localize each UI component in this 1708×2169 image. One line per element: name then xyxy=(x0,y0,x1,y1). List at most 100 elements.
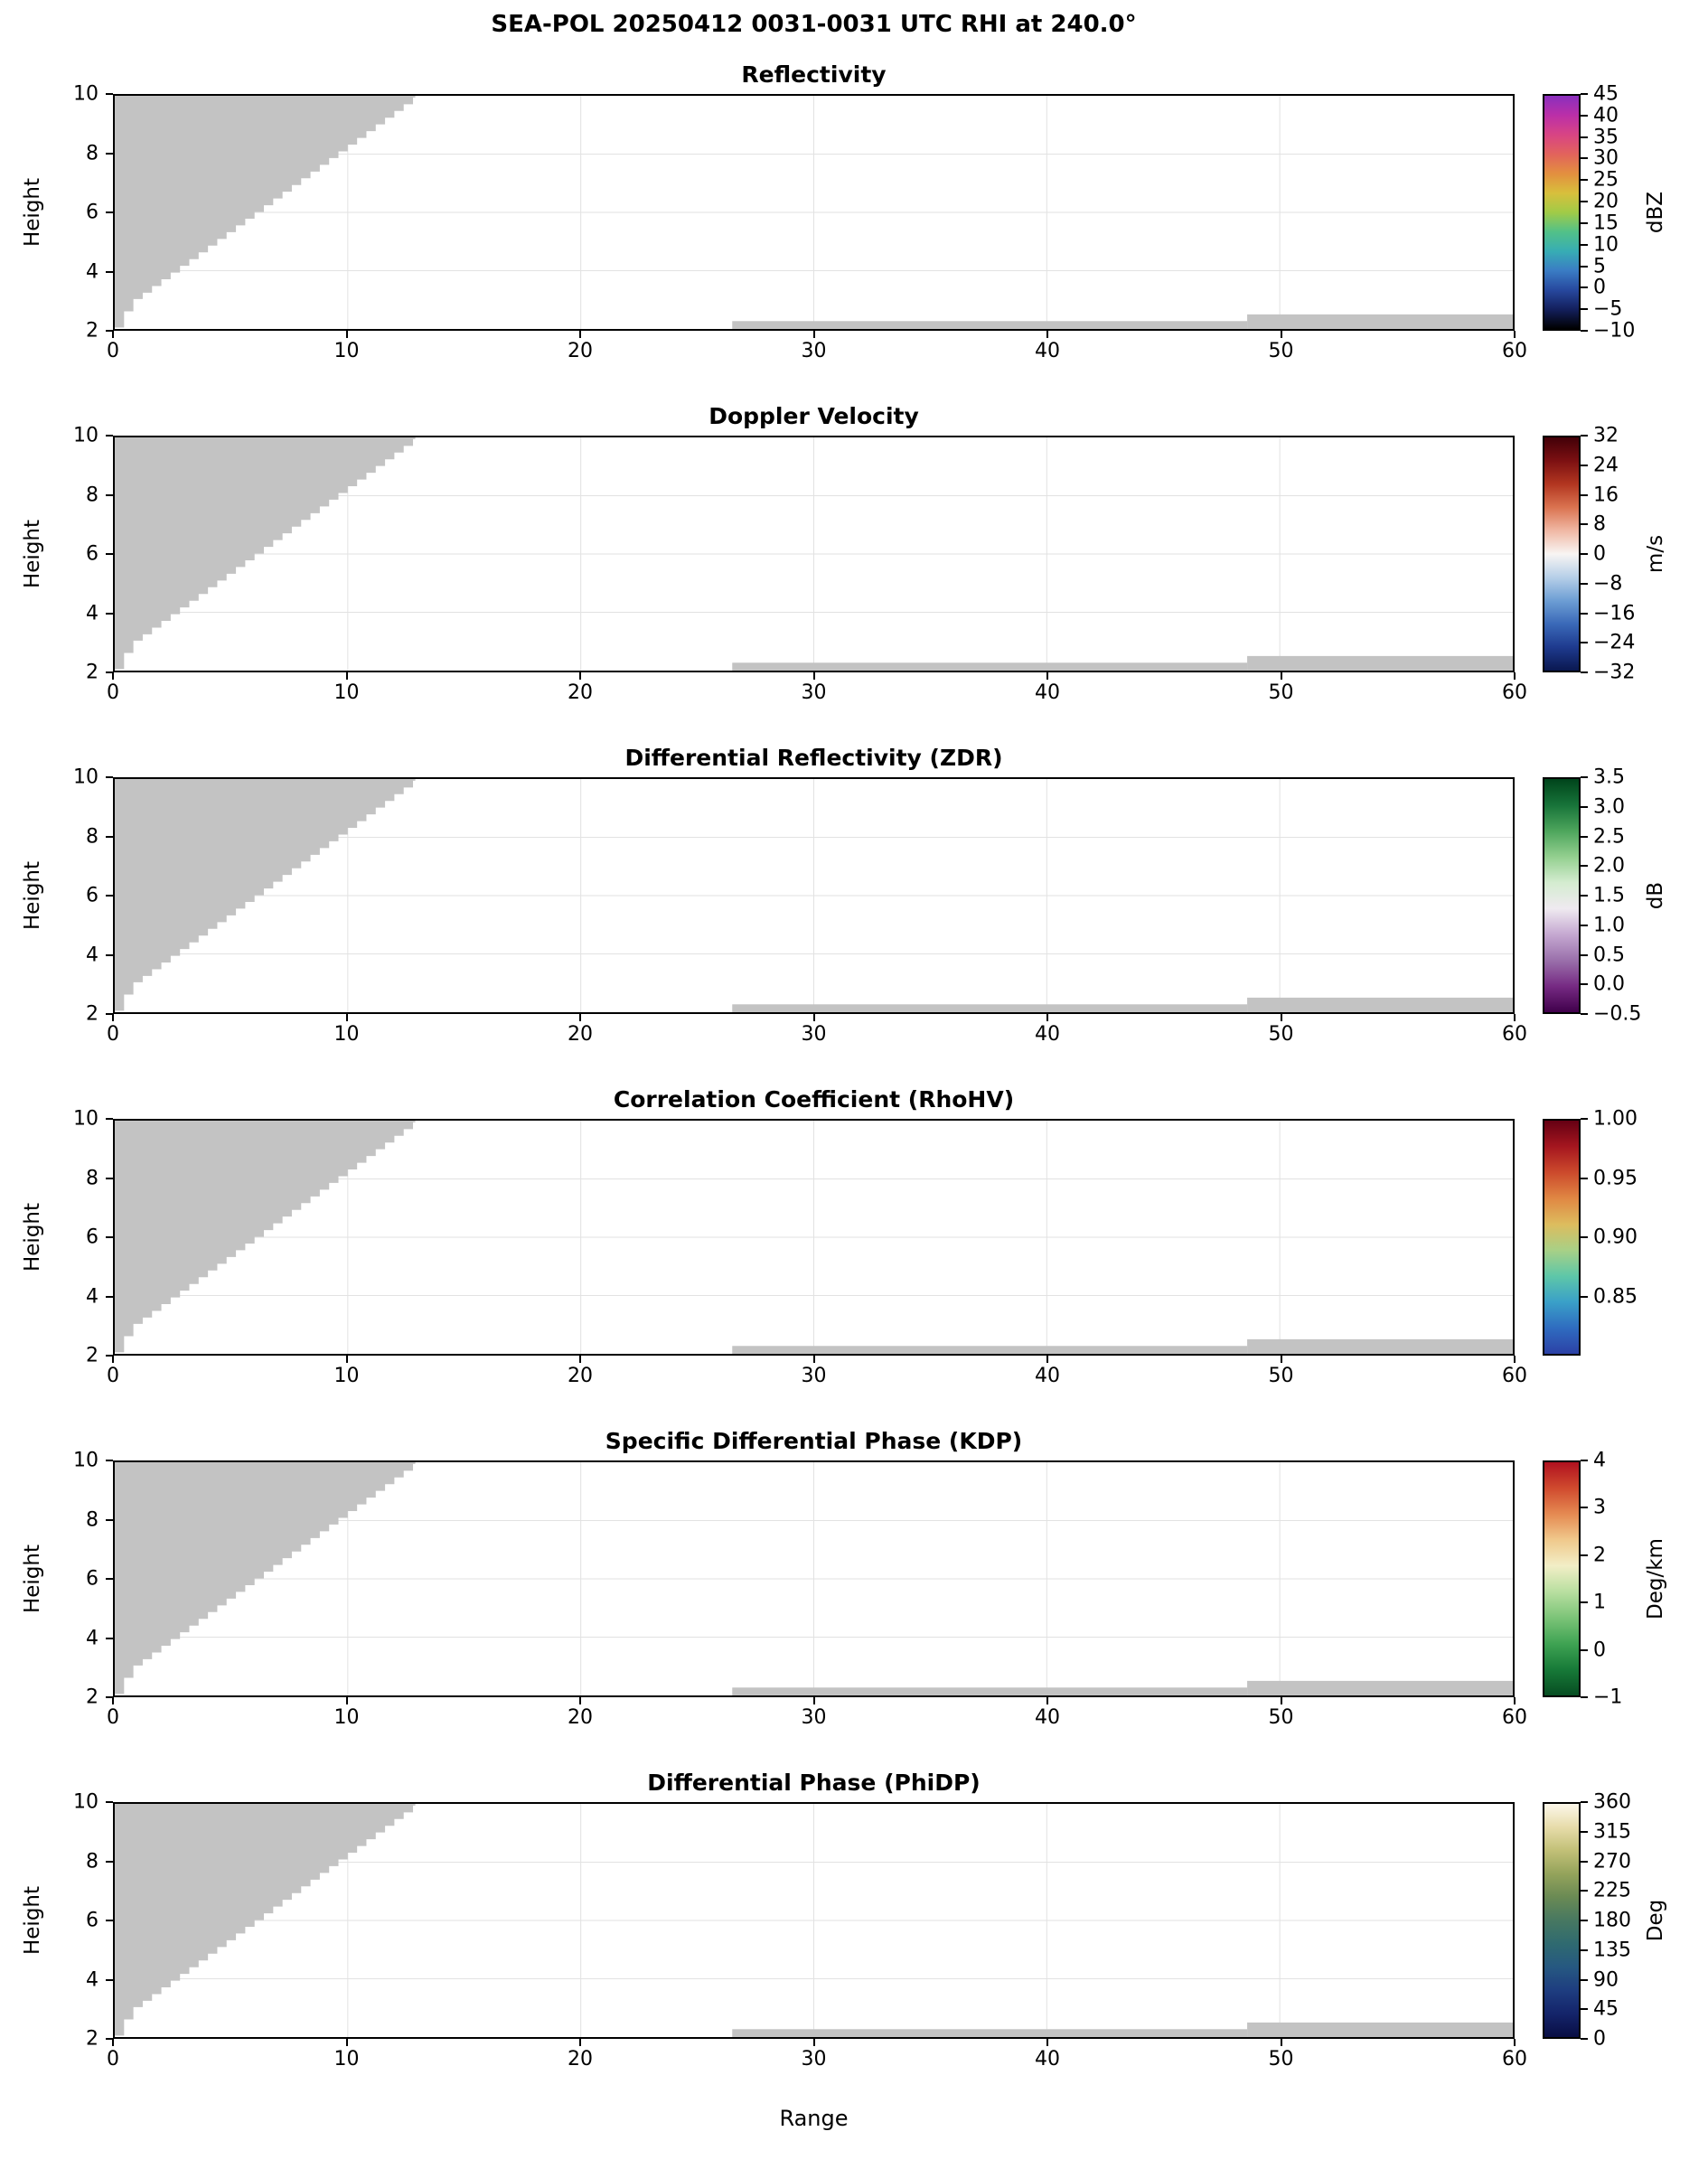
y-axis-label: Height xyxy=(21,860,44,931)
colorbar-tick-label: 45 xyxy=(1593,1997,1619,2021)
y-tick-mark xyxy=(106,671,113,673)
colorbar-tick-label: 0 xyxy=(1593,542,1606,566)
x-tick-mark xyxy=(1046,2039,1048,2046)
y-tick-mark xyxy=(106,152,113,155)
colorbar-tick-mark xyxy=(1581,835,1588,838)
colorbar xyxy=(1543,436,1581,672)
x-tick-mark xyxy=(1280,672,1282,680)
colorbar-tick-label: 2.0 xyxy=(1593,854,1625,878)
x-tick-mark xyxy=(812,1014,815,1021)
colorbar-tick-mark xyxy=(1581,114,1588,117)
colorbar xyxy=(1543,1460,1581,1697)
colorbar-tick-mark xyxy=(1581,924,1588,926)
no-data-wedge xyxy=(115,779,416,1011)
colorbar-tick-mark xyxy=(1581,493,1588,496)
colorbar xyxy=(1543,1802,1581,2039)
colorbar-tick-mark xyxy=(1581,895,1588,897)
x-tick-mark xyxy=(812,331,815,338)
y-tick-label: 8 xyxy=(86,1508,99,1531)
x-tick-label: 60 xyxy=(1502,1023,1527,1046)
no-data-strip xyxy=(1247,1680,1513,1695)
x-tick-mark xyxy=(1046,1014,1048,1021)
colorbar-tick-label: −10 xyxy=(1593,319,1636,343)
y-tick-label: 8 xyxy=(86,825,99,848)
mask-layer xyxy=(115,779,1513,1012)
y-tick-label: 2 xyxy=(86,1344,99,1367)
colorbar-tick-mark xyxy=(1581,2008,1588,2011)
x-tick-mark xyxy=(1514,1356,1516,1363)
colorbar-tick-mark xyxy=(1581,1890,1588,1892)
colorbar-tick-mark xyxy=(1581,553,1588,555)
panel-4-title: Correlation Coefficient (RhoHV) xyxy=(613,1086,1015,1113)
x-tick-mark xyxy=(812,2039,815,2046)
colorbar-tick-mark xyxy=(1581,243,1588,246)
no-data-strip xyxy=(1247,1338,1513,1354)
x-tick-label: 50 xyxy=(1268,1023,1294,1046)
y-tick-label: 8 xyxy=(86,484,99,506)
x-tick-mark xyxy=(112,672,114,680)
colorbar-tick-mark xyxy=(1581,136,1588,138)
y-tick-label: 10 xyxy=(73,765,99,789)
colorbar-tick-label: 25 xyxy=(1593,168,1619,192)
no-data-wedge xyxy=(115,1121,416,1353)
y-tick-mark xyxy=(106,330,113,332)
no-data-strip xyxy=(1247,655,1513,671)
x-tick-mark xyxy=(579,331,581,338)
plot-area xyxy=(113,94,1515,331)
colorbar-tick-label: 225 xyxy=(1593,1879,1631,1902)
colorbar-tick-label: 8 xyxy=(1593,512,1606,536)
y-axis-label: Height xyxy=(21,1885,44,1956)
y-tick-mark xyxy=(106,1801,113,1803)
x-tick-label: 10 xyxy=(333,340,360,362)
x-tick-mark xyxy=(345,2039,348,2046)
x-tick-mark xyxy=(112,1697,114,1704)
x-tick-label: 20 xyxy=(568,1706,593,1729)
colorbar-tick-mark xyxy=(1581,201,1588,203)
x-tick-label: 40 xyxy=(1035,2048,1060,2070)
x-tick-label: 40 xyxy=(1035,1023,1060,1046)
no-data-strip xyxy=(1247,314,1513,329)
colorbar-unit-label: Deg xyxy=(1644,1899,1667,1942)
y-tick-mark xyxy=(106,493,113,496)
x-tick-mark xyxy=(812,1356,815,1363)
colorbar-tick-label: 3.0 xyxy=(1593,795,1625,819)
y-tick-label: 10 xyxy=(73,1449,99,1472)
colorbar-unit-label: dB xyxy=(1644,881,1667,910)
y-tick-mark xyxy=(106,1578,113,1580)
y-axis-label: Height xyxy=(21,177,44,248)
x-tick-mark xyxy=(1514,2039,1516,2046)
x-tick-mark xyxy=(579,1356,581,1363)
x-tick-label: 10 xyxy=(333,1706,360,1729)
y-tick-label: 10 xyxy=(73,424,99,447)
y-tick-mark xyxy=(106,1460,113,1461)
x-tick-label: 10 xyxy=(333,681,360,704)
colorbar-tick-mark xyxy=(1581,1860,1588,1863)
y-tick-label: 2 xyxy=(86,2027,99,2051)
y-tick-mark xyxy=(106,1355,113,1357)
no-data-strip xyxy=(1247,997,1513,1012)
colorbar-tick-label: 40 xyxy=(1593,104,1619,127)
x-tick-label: 20 xyxy=(568,1365,593,1387)
no-data-wedge xyxy=(115,1804,416,2036)
colorbar-tick-mark xyxy=(1581,983,1588,986)
x-tick-mark xyxy=(1280,1697,1282,1704)
y-tick-mark xyxy=(106,1118,113,1120)
y-tick-label: 6 xyxy=(86,1909,99,1932)
y-axis-label: Height xyxy=(21,1202,44,1272)
x-tick-label: 40 xyxy=(1035,1706,1060,1729)
colorbar-tick-label: 2.5 xyxy=(1593,825,1625,848)
x-tick-label: 40 xyxy=(1035,1365,1060,1387)
x-tick-mark xyxy=(1514,1697,1516,1704)
colorbar-tick-mark xyxy=(1581,805,1588,808)
colorbar-tick-mark xyxy=(1581,1013,1588,1015)
y-tick-mark xyxy=(106,211,113,213)
panel-2-title: Doppler Velocity xyxy=(709,403,919,429)
panel-3-title: Differential Reflectivity (ZDR) xyxy=(624,745,1003,771)
colorbar xyxy=(1543,94,1581,331)
x-tick-label: 60 xyxy=(1502,1365,1527,1387)
colorbar-tick-label: 270 xyxy=(1593,1850,1631,1873)
y-tick-label: 4 xyxy=(86,1285,99,1308)
x-tick-mark xyxy=(1280,1356,1282,1363)
x-tick-label: 30 xyxy=(801,1365,827,1387)
x-tick-mark xyxy=(812,1697,815,1704)
